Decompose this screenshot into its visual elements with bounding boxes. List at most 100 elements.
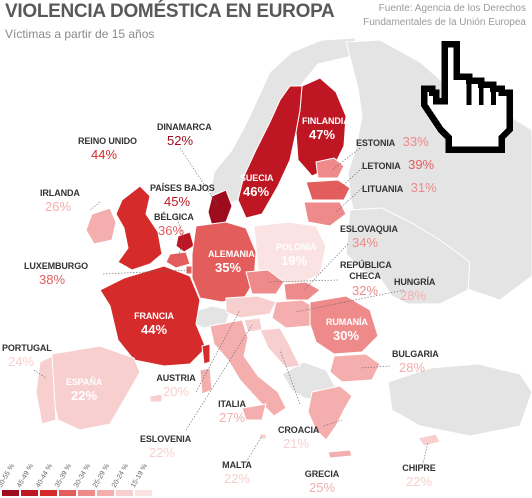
- legend-label: 20-24 %: [110, 462, 131, 489]
- country-rumania-shape: [309, 295, 379, 355]
- country-value: 27%: [218, 410, 246, 425]
- legend-item: 35-39 %: [54, 463, 76, 496]
- country-label-reino-unido: REINO UNIDO 44%: [78, 136, 137, 162]
- country-label-alemania: ALEMANIA 35%: [208, 249, 255, 275]
- country-croacia-shape: [259, 327, 301, 369]
- country-label-republica-checa: REPÚBLICA CHECA 32%: [340, 260, 392, 297]
- country-name: AUSTRIA: [156, 373, 196, 383]
- legend-item: 20-24 %: [111, 463, 133, 496]
- country-italia-shape: [209, 319, 287, 417]
- country-label-letonia: LETONIA 39%: [362, 157, 434, 173]
- country-label-luxemburgo: LUXEMBURGO 38%: [24, 262, 88, 287]
- corsica-shape: [201, 343, 211, 365]
- crete-shape: [327, 449, 353, 459]
- legend-item: 45-49 %: [16, 463, 38, 496]
- country-value: 20%: [162, 384, 190, 399]
- country-label-rumania: RUMANÍA 30%: [326, 317, 368, 343]
- country-value: 47%: [308, 127, 336, 142]
- country-value: 22%: [405, 474, 433, 489]
- turkey-shape: [387, 363, 532, 437]
- country-reino-unido-shape: [115, 185, 163, 271]
- country-republica-checa-shape: [245, 269, 285, 295]
- country-value: 38%: [38, 272, 66, 287]
- source-line-1: Fuente: Agencia de los Derechos: [378, 3, 526, 14]
- country-value: 34%: [351, 235, 379, 250]
- page-subtitle: Víctimas a partir de 15 años: [5, 27, 155, 41]
- country-name: LITUANIA: [362, 184, 404, 194]
- country-name: GRECIA: [304, 469, 340, 479]
- baleares-shape: [149, 393, 163, 403]
- country-label-finlandia: FINLANDIA 47%: [302, 116, 350, 142]
- country-value: 26%: [44, 199, 72, 214]
- country-chipre-shape: [417, 433, 441, 447]
- country-belgica-shape: [165, 251, 191, 269]
- country-value: 30%: [332, 328, 360, 343]
- legend-swatch: [135, 490, 152, 496]
- country-value: 25%: [308, 480, 336, 495]
- country-name: ESLOVENIA: [140, 434, 192, 444]
- country-name: CROACIA: [278, 425, 320, 435]
- legend-item: 40-44 %: [35, 463, 57, 496]
- country-value: 35%: [214, 260, 242, 275]
- country-grecia-shape: [307, 385, 353, 441]
- country-label-portugal: PORTUGAL 24%: [2, 343, 52, 369]
- country-value: 24%: [7, 354, 35, 369]
- country-name: BULGARIA: [392, 349, 439, 359]
- country-estonia-shape: [315, 157, 345, 179]
- country-name: PAÍSES BAJOS: [150, 183, 215, 193]
- country-polonia-shape: [253, 221, 327, 285]
- color-legend: 50-55 % 45-49 % 40-44 % 35-39 % 30-34 % …: [0, 450, 162, 496]
- country-value: 28%: [398, 360, 426, 375]
- country-name: PORTUGAL: [2, 343, 52, 353]
- country-name: LETONIA: [362, 161, 401, 171]
- country-value: 28%: [399, 288, 427, 303]
- country-name: RUMANÍA: [326, 317, 368, 327]
- sicily-shape: [241, 403, 267, 421]
- legend-label: 40-44 %: [34, 462, 55, 489]
- legend-item: 50-55 %: [0, 463, 19, 496]
- country-name: SUECIA: [240, 173, 274, 183]
- belarus-ukraine-shape: [345, 207, 471, 305]
- country-label-bulgaria: BULGARIA 28%: [392, 349, 439, 375]
- country-name: IRLANDA: [40, 188, 80, 198]
- country-paises-bajos-shape: [175, 231, 195, 253]
- leader-lines: [33, 147, 429, 469]
- legend-item: 15-19 %: [130, 463, 152, 496]
- country-label-eslovaquia: ESLOVAQUIA 34%: [340, 224, 398, 250]
- country-austria-shape: [225, 295, 277, 319]
- source-line-2: Fundamentales de la Unión Europea: [363, 17, 526, 28]
- country-name: FINLANDIA: [302, 116, 350, 126]
- legend-item: 25-29 %: [92, 463, 114, 496]
- country-eslovaquia-shape: [283, 281, 321, 301]
- country-label-italia: ITALIA 27%: [218, 400, 246, 425]
- country-label-malta: MALTA 22%: [222, 461, 252, 486]
- country-irlanda-shape: [85, 207, 117, 245]
- country-name: ALEMANIA: [208, 249, 255, 259]
- country-malta-shape: [259, 433, 267, 440]
- country-label-estonia: ESTONIA 33%: [356, 134, 429, 150]
- country-label-irlanda: IRLANDA 26%: [40, 188, 80, 214]
- country-name: FRANCIA: [134, 311, 174, 321]
- country-label-lituania: LITUANIA 31%: [362, 180, 437, 196]
- pointing-hand-icon: [421, 40, 513, 154]
- country-lituania-shape: [303, 201, 347, 227]
- country-label-belgica: BÉLGICA 36%: [154, 212, 194, 238]
- country-name: REINO UNIDO: [78, 136, 137, 146]
- country-value: 52%: [166, 133, 194, 148]
- legend-swatch: [2, 490, 19, 496]
- country-name: REPÚBLICA CHECA: [340, 260, 392, 281]
- country-label-espana: ESPAÑA 22%: [66, 378, 102, 403]
- legend-label: 35-39 %: [53, 462, 74, 489]
- country-label-paises-bajos: PAÍSES BAJOS 45%: [150, 183, 215, 209]
- legend-label: 30-34 %: [72, 462, 93, 489]
- country-letonia-shape: [305, 179, 351, 201]
- legend-swatch: [97, 490, 114, 496]
- country-value: 46%: [242, 184, 270, 199]
- country-luxemburgo-shape: [185, 265, 193, 275]
- legend-swatch: [21, 490, 38, 496]
- country-value: 33%: [402, 134, 429, 149]
- country-label-francia: FRANCIA 44%: [134, 311, 174, 337]
- country-name: ESLOVAQUIA: [340, 224, 398, 234]
- country-name: BÉLGICA: [154, 212, 194, 222]
